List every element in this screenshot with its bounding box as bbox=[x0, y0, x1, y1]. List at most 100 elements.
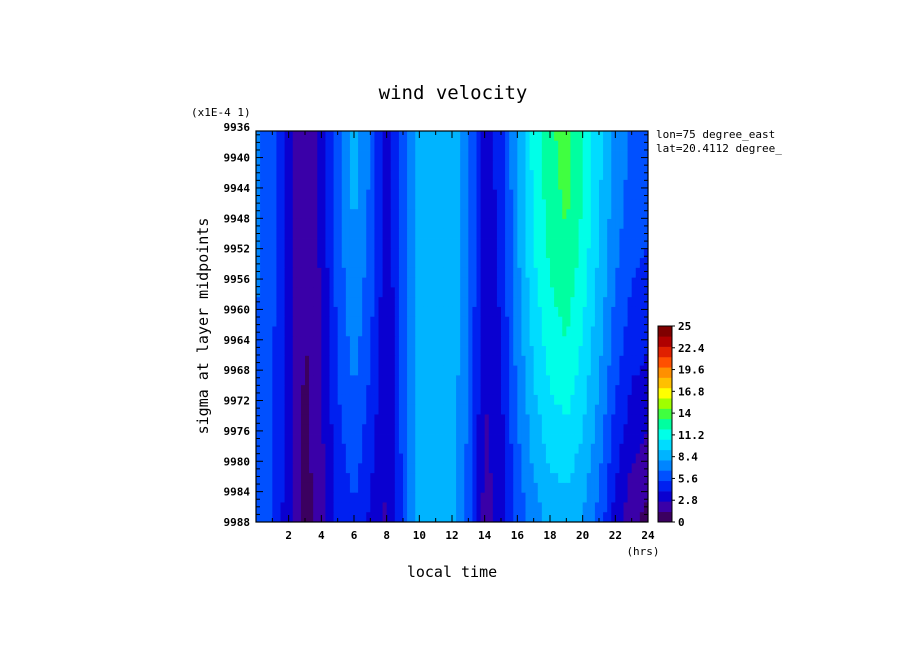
contour-cell bbox=[419, 326, 424, 337]
contour-cell bbox=[460, 306, 465, 318]
contour-cell bbox=[300, 482, 306, 494]
contour-cell bbox=[337, 502, 343, 513]
contour-cell bbox=[476, 336, 481, 347]
contour-cell bbox=[407, 209, 412, 220]
contour-cell bbox=[362, 473, 367, 484]
contour-cell bbox=[558, 179, 563, 191]
contour-cell bbox=[415, 326, 420, 337]
contour-cell bbox=[354, 140, 359, 151]
contour-cell bbox=[635, 453, 641, 464]
contour-cell bbox=[313, 326, 318, 337]
contour-cell bbox=[341, 326, 347, 337]
contour-cell bbox=[349, 228, 355, 239]
contour-cell bbox=[309, 170, 314, 181]
contour-cell bbox=[411, 375, 416, 386]
contour-cell bbox=[476, 228, 481, 239]
contour-cell bbox=[443, 326, 449, 337]
contour-cell bbox=[509, 248, 514, 259]
contour-cell bbox=[590, 258, 596, 269]
contour-cell bbox=[325, 238, 330, 249]
contour-cell bbox=[435, 209, 441, 220]
contour-cell bbox=[358, 414, 363, 425]
contour-cell bbox=[419, 277, 424, 288]
contour-cell bbox=[594, 267, 600, 279]
contour-cell bbox=[545, 355, 551, 366]
contour-cell bbox=[268, 414, 273, 425]
contour-cell bbox=[349, 258, 355, 269]
contour-cell bbox=[480, 375, 486, 386]
contour-cell bbox=[398, 482, 404, 494]
contour-cell bbox=[358, 502, 363, 513]
contour-cell bbox=[260, 179, 265, 191]
contour-cell bbox=[345, 365, 351, 376]
contour-cell bbox=[264, 336, 269, 347]
contour-cell bbox=[513, 404, 518, 415]
contour-cell bbox=[513, 140, 518, 151]
contour-cell bbox=[460, 424, 465, 435]
contour-cell bbox=[627, 434, 633, 445]
contour-cell bbox=[558, 404, 563, 415]
contour-cell bbox=[639, 140, 645, 151]
contour-cell bbox=[643, 482, 649, 494]
contour-cell bbox=[431, 346, 437, 357]
contour-cell bbox=[464, 512, 469, 523]
contour-cell bbox=[296, 424, 302, 435]
contour-cell bbox=[456, 394, 461, 406]
contour-cell bbox=[476, 160, 481, 171]
contour-cell bbox=[337, 385, 343, 396]
contour-cell bbox=[435, 385, 441, 396]
contour-cell bbox=[529, 267, 535, 279]
contour-cell bbox=[464, 209, 469, 220]
contour-cell bbox=[590, 463, 596, 474]
contour-cell bbox=[260, 326, 265, 337]
contour-cell bbox=[366, 170, 371, 181]
contour-cell bbox=[480, 346, 486, 357]
contour-cell bbox=[447, 277, 453, 288]
contour-cell bbox=[419, 258, 424, 269]
contour-cell bbox=[386, 492, 392, 503]
contour-cell bbox=[362, 258, 367, 269]
contour-cell bbox=[394, 492, 400, 503]
contour-cell bbox=[460, 267, 465, 279]
contour-cell bbox=[268, 355, 273, 366]
contour-cell bbox=[594, 502, 600, 513]
contour-cell bbox=[358, 355, 363, 366]
contour-cell bbox=[623, 199, 628, 210]
contour-cell bbox=[390, 355, 396, 366]
contour-cell bbox=[374, 375, 379, 386]
contour-cell bbox=[627, 297, 633, 308]
contour-cell bbox=[558, 492, 563, 503]
contour-cell bbox=[439, 375, 445, 386]
contour-cell bbox=[419, 443, 424, 454]
contour-cell bbox=[431, 228, 437, 239]
contour-cell bbox=[554, 209, 559, 220]
contour-cell bbox=[362, 189, 367, 200]
contour-cell bbox=[415, 336, 420, 347]
contour-cell bbox=[562, 170, 567, 181]
contour-cell bbox=[309, 375, 314, 386]
contour-cell bbox=[635, 131, 641, 142]
contour-cell bbox=[484, 365, 490, 376]
contour-cell bbox=[472, 355, 477, 366]
contour-cell bbox=[329, 512, 334, 523]
contour-cell bbox=[329, 326, 334, 337]
contour-cell bbox=[562, 502, 567, 513]
contour-cell bbox=[268, 443, 273, 454]
contour-cell bbox=[505, 473, 510, 484]
contour-cell bbox=[554, 131, 559, 142]
contour-cell bbox=[599, 297, 604, 308]
contour-cell bbox=[349, 502, 355, 513]
contour-cell bbox=[550, 502, 555, 513]
contour-cell bbox=[300, 170, 306, 181]
contour-cell bbox=[521, 238, 526, 249]
contour-cell bbox=[594, 316, 600, 327]
contour-cell bbox=[358, 277, 363, 288]
contour-cell bbox=[411, 346, 416, 357]
contour-cell bbox=[599, 218, 604, 230]
contour-cell bbox=[362, 453, 367, 464]
contour-cell bbox=[366, 453, 371, 464]
contour-cell bbox=[403, 512, 408, 523]
contour-cell bbox=[492, 218, 498, 230]
contour-cell bbox=[611, 473, 616, 484]
contour-cell bbox=[619, 424, 624, 435]
